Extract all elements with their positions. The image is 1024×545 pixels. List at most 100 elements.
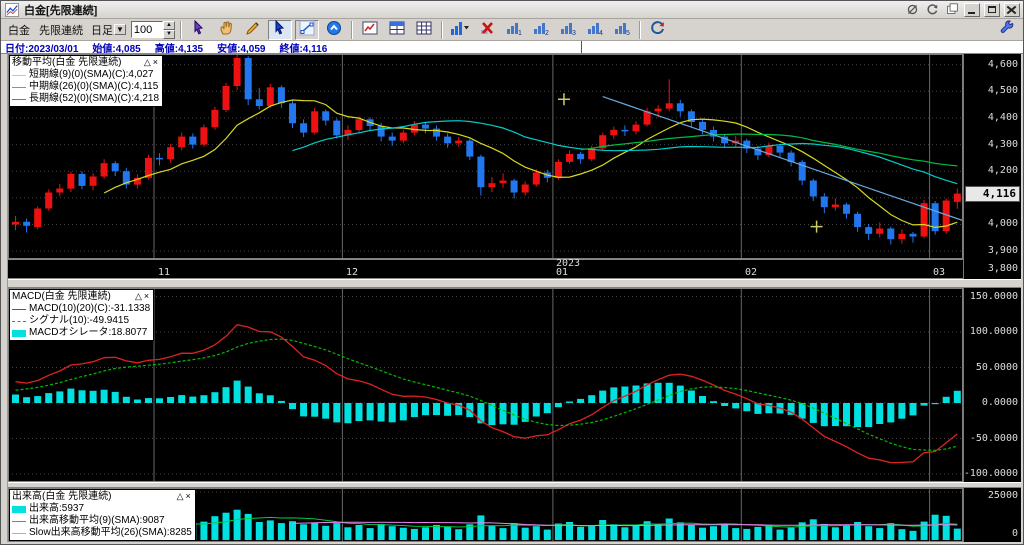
main-panel: 移動平均(白金 先限連続) △ × 短期線(9)(0)(SMA)(C):4,027… xyxy=(8,54,1021,259)
infobar-divider xyxy=(581,41,582,53)
pan-tool-button[interactable] xyxy=(214,20,238,40)
month-label: 12 xyxy=(346,267,359,278)
legend-close-button[interactable]: × xyxy=(185,491,191,501)
chart-arrow-icon xyxy=(362,20,378,39)
month-label: 01 xyxy=(556,267,569,278)
split-5-icon: 5 xyxy=(614,20,630,39)
legend-row: MACD(10)(20)(C):-31.1338 xyxy=(12,303,150,315)
date-axis[interactable]: 11 12 01 2023 02 03 xyxy=(8,258,963,279)
bar-chart-icon xyxy=(450,20,470,39)
price-tick: 4,300 xyxy=(987,139,1018,150)
year-label: 2023 xyxy=(556,258,581,269)
minimize-button[interactable] xyxy=(964,2,980,17)
spin-up-icon[interactable]: ▲ xyxy=(162,21,175,30)
contract-label[interactable]: 先限連続 xyxy=(39,24,83,37)
macd-tick: 100.0000 xyxy=(969,326,1018,337)
sma9-label: 短期線(9)(0)(SMA)(C):4,027 xyxy=(29,69,154,80)
refresh-window-icon[interactable] xyxy=(924,3,940,17)
sma52-label: 長期線(52)(0)(SMA)(C):4,218 xyxy=(29,93,160,104)
ohlc-info-bar: 日付:2023/03/01 始値:4,085 高値:4,135 安値:4,059… xyxy=(1,41,1023,55)
crosshair-tool-button[interactable] xyxy=(267,19,292,40)
price-tick: 4,400 xyxy=(987,112,1018,123)
grid-icon xyxy=(416,20,432,39)
volume-value-axis[interactable]: 25000 0 xyxy=(963,488,1021,542)
hand-icon xyxy=(218,20,234,39)
toolbar-separator xyxy=(440,20,443,39)
volume-swatch xyxy=(12,505,26,513)
volume-ma26-label: Slow出来高移動平均(26)(SMA):8285 xyxy=(29,527,192,538)
price-tick: 4,000 xyxy=(987,218,1018,229)
layout-4-button[interactable]: 4 xyxy=(583,20,607,40)
macd-line-swatch xyxy=(12,308,26,310)
layout-3-button[interactable]: 3 xyxy=(556,20,580,40)
draw-tool-button[interactable] xyxy=(241,20,265,40)
macd-chart[interactable] xyxy=(8,288,963,482)
select-tool-button[interactable] xyxy=(187,19,211,40)
legend-close-button[interactable]: × xyxy=(152,57,159,67)
info-close: 終値:4,116 xyxy=(279,43,328,55)
price-tick: 3,800 xyxy=(987,263,1018,274)
maximize-button[interactable] xyxy=(984,2,1000,17)
remove-indicator-button[interactable] xyxy=(475,20,499,40)
candlestick-chart[interactable] xyxy=(8,54,963,259)
legend-row: MACDオシレータ:18.8077 xyxy=(12,327,150,339)
new-chart-button[interactable] xyxy=(358,20,382,40)
month-label: 03 xyxy=(933,267,946,278)
panel-splitter[interactable] xyxy=(8,279,1021,288)
legend-row: 出来高移動平均(9)(SMA):9087 xyxy=(12,515,192,527)
layout-2-button[interactable]: 2 xyxy=(529,20,553,40)
grid-view-button[interactable] xyxy=(412,20,436,40)
chevron-down-icon[interactable]: ▼ xyxy=(114,24,126,35)
settings-button[interactable] xyxy=(995,20,1019,40)
timeframe-value: 日足 xyxy=(91,24,113,37)
layout-5-button[interactable]: 5 xyxy=(610,20,634,40)
reload-button[interactable] xyxy=(646,20,670,40)
right-edge xyxy=(1021,54,1023,542)
svg-text:2: 2 xyxy=(545,30,549,36)
zoom-tool-button[interactable] xyxy=(322,20,346,40)
main-legend-title: 移動平均(白金 先限連続) xyxy=(12,56,122,68)
layout-1-button[interactable]: 1 xyxy=(502,20,526,40)
svg-text:1: 1 xyxy=(518,30,522,36)
timeframe-dropdown[interactable]: 日足 ▼ xyxy=(89,22,128,38)
legend-collapse-button[interactable]: △ xyxy=(134,291,142,301)
volume-plot[interactable]: 出来高(白金 先限連続) △ × 出来高:5937 出来高移動平均(9)(SMA)… xyxy=(8,488,963,542)
indicator-dropdown-button[interactable] xyxy=(448,20,472,40)
signal-line-swatch xyxy=(12,320,26,322)
macd-tick: 50.0000 xyxy=(975,362,1018,373)
panel-splitter[interactable] xyxy=(8,482,1021,488)
oscillator-label: MACDオシレータ:18.8077 xyxy=(29,327,148,338)
table-icon xyxy=(389,20,405,39)
bars-count-input[interactable] xyxy=(130,21,163,38)
svg-text:4: 4 xyxy=(599,30,603,36)
legend-close-button[interactable]: × xyxy=(143,291,150,301)
volume-ma26-swatch xyxy=(12,532,26,534)
symbol-label[interactable]: 白金 xyxy=(8,24,30,37)
pencil-icon xyxy=(245,20,261,39)
spin-down-icon[interactable]: ▼ xyxy=(162,30,175,39)
sma26-label: 中期線(26)(0)(SMA)(C):4,115 xyxy=(29,81,159,92)
title-bar[interactable]: 白金[先限連続] xyxy=(1,1,1023,19)
main-price-axis[interactable]: 4,116 4,600 4,500 4,400 4,300 4,200 4,000 3,90… xyxy=(963,54,1021,259)
macd-plot[interactable]: MACD(白金 先限連続) △ × MACD(10)(20)(C):-31.133… xyxy=(8,288,963,482)
macd-tick: -50.0000 xyxy=(969,433,1018,444)
trendline-icon xyxy=(299,20,315,39)
close-button[interactable] xyxy=(1004,2,1020,17)
quote-table-button[interactable] xyxy=(385,20,409,40)
left-gutter[interactable] xyxy=(1,54,8,542)
legend-row: 中期線(26)(0)(SMA)(C):4,115 xyxy=(12,81,159,93)
duplicate-window-icon[interactable] xyxy=(944,3,960,17)
sma52-swatch xyxy=(12,98,26,100)
volume-legend-title: 出来高(白金 先限連続) xyxy=(12,490,112,502)
legend-row: 短期線(9)(0)(SMA)(C):4,027 xyxy=(12,69,159,81)
chart-column: 移動平均(白金 先限連続) △ × 短期線(9)(0)(SMA)(C):4,027… xyxy=(8,54,1021,542)
legend-collapse-button[interactable]: △ xyxy=(143,57,151,67)
pin-icon[interactable] xyxy=(904,3,920,17)
legend-collapse-button[interactable]: △ xyxy=(176,491,184,501)
trendline-tool-button[interactable] xyxy=(294,19,319,40)
macd-value-axis[interactable]: 150.0000 100.0000 50.0000 0.0000 -50.0000 -10… xyxy=(963,288,1021,482)
cursor-icon xyxy=(191,19,207,39)
split-3-icon: 3 xyxy=(560,20,576,39)
main-plot[interactable]: 移動平均(白金 先限連続) △ × 短期線(9)(0)(SMA)(C):4,027… xyxy=(8,54,963,259)
